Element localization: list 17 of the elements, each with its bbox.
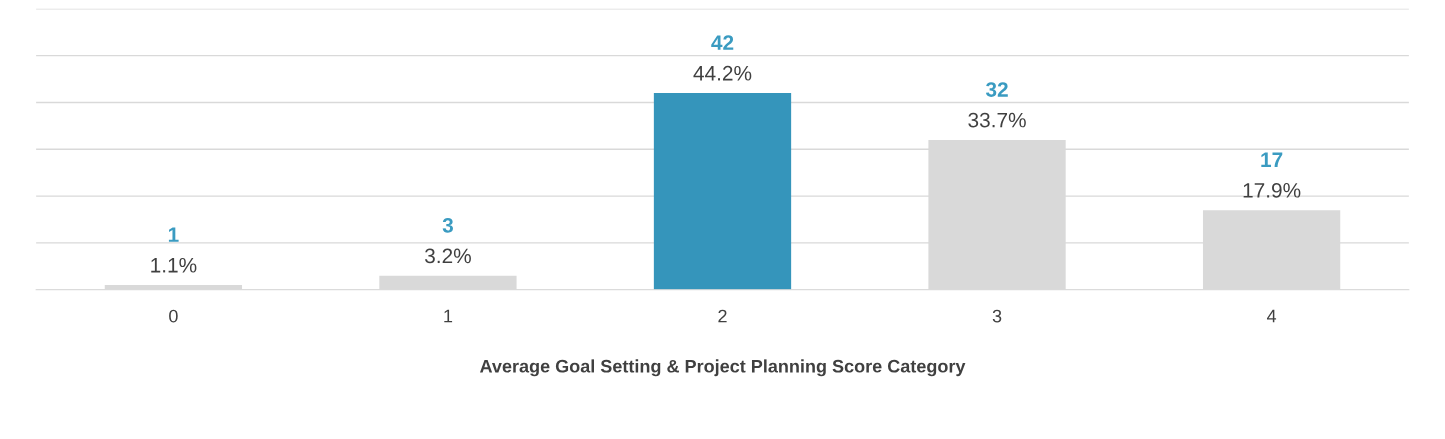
annotation: 3.2% bbox=[425, 248, 471, 264]
data-label: 1 bbox=[168, 227, 179, 242]
data-label: 42 bbox=[711, 35, 734, 50]
x-tick-label: 4 bbox=[1266, 309, 1277, 323]
bar bbox=[653, 93, 792, 290]
annotation: 33.7% bbox=[968, 112, 1026, 128]
annotation: 1.1% bbox=[151, 257, 197, 273]
annotation: 17.9% bbox=[1243, 182, 1301, 198]
x-tick-label: 3 bbox=[992, 309, 1002, 323]
annotation: 44.2% bbox=[693, 65, 752, 81]
data-label: 32 bbox=[985, 82, 1008, 97]
x-tick-label: 0 bbox=[169, 309, 178, 323]
x-axis-title: Average Goal Setting & Project Planning Score Category bbox=[479, 359, 966, 377]
data-label: 17 bbox=[1261, 152, 1283, 167]
x-tick-label: 1 bbox=[444, 309, 453, 323]
data-label: 3 bbox=[442, 217, 453, 233]
x-tick-label: 2 bbox=[718, 309, 727, 323]
